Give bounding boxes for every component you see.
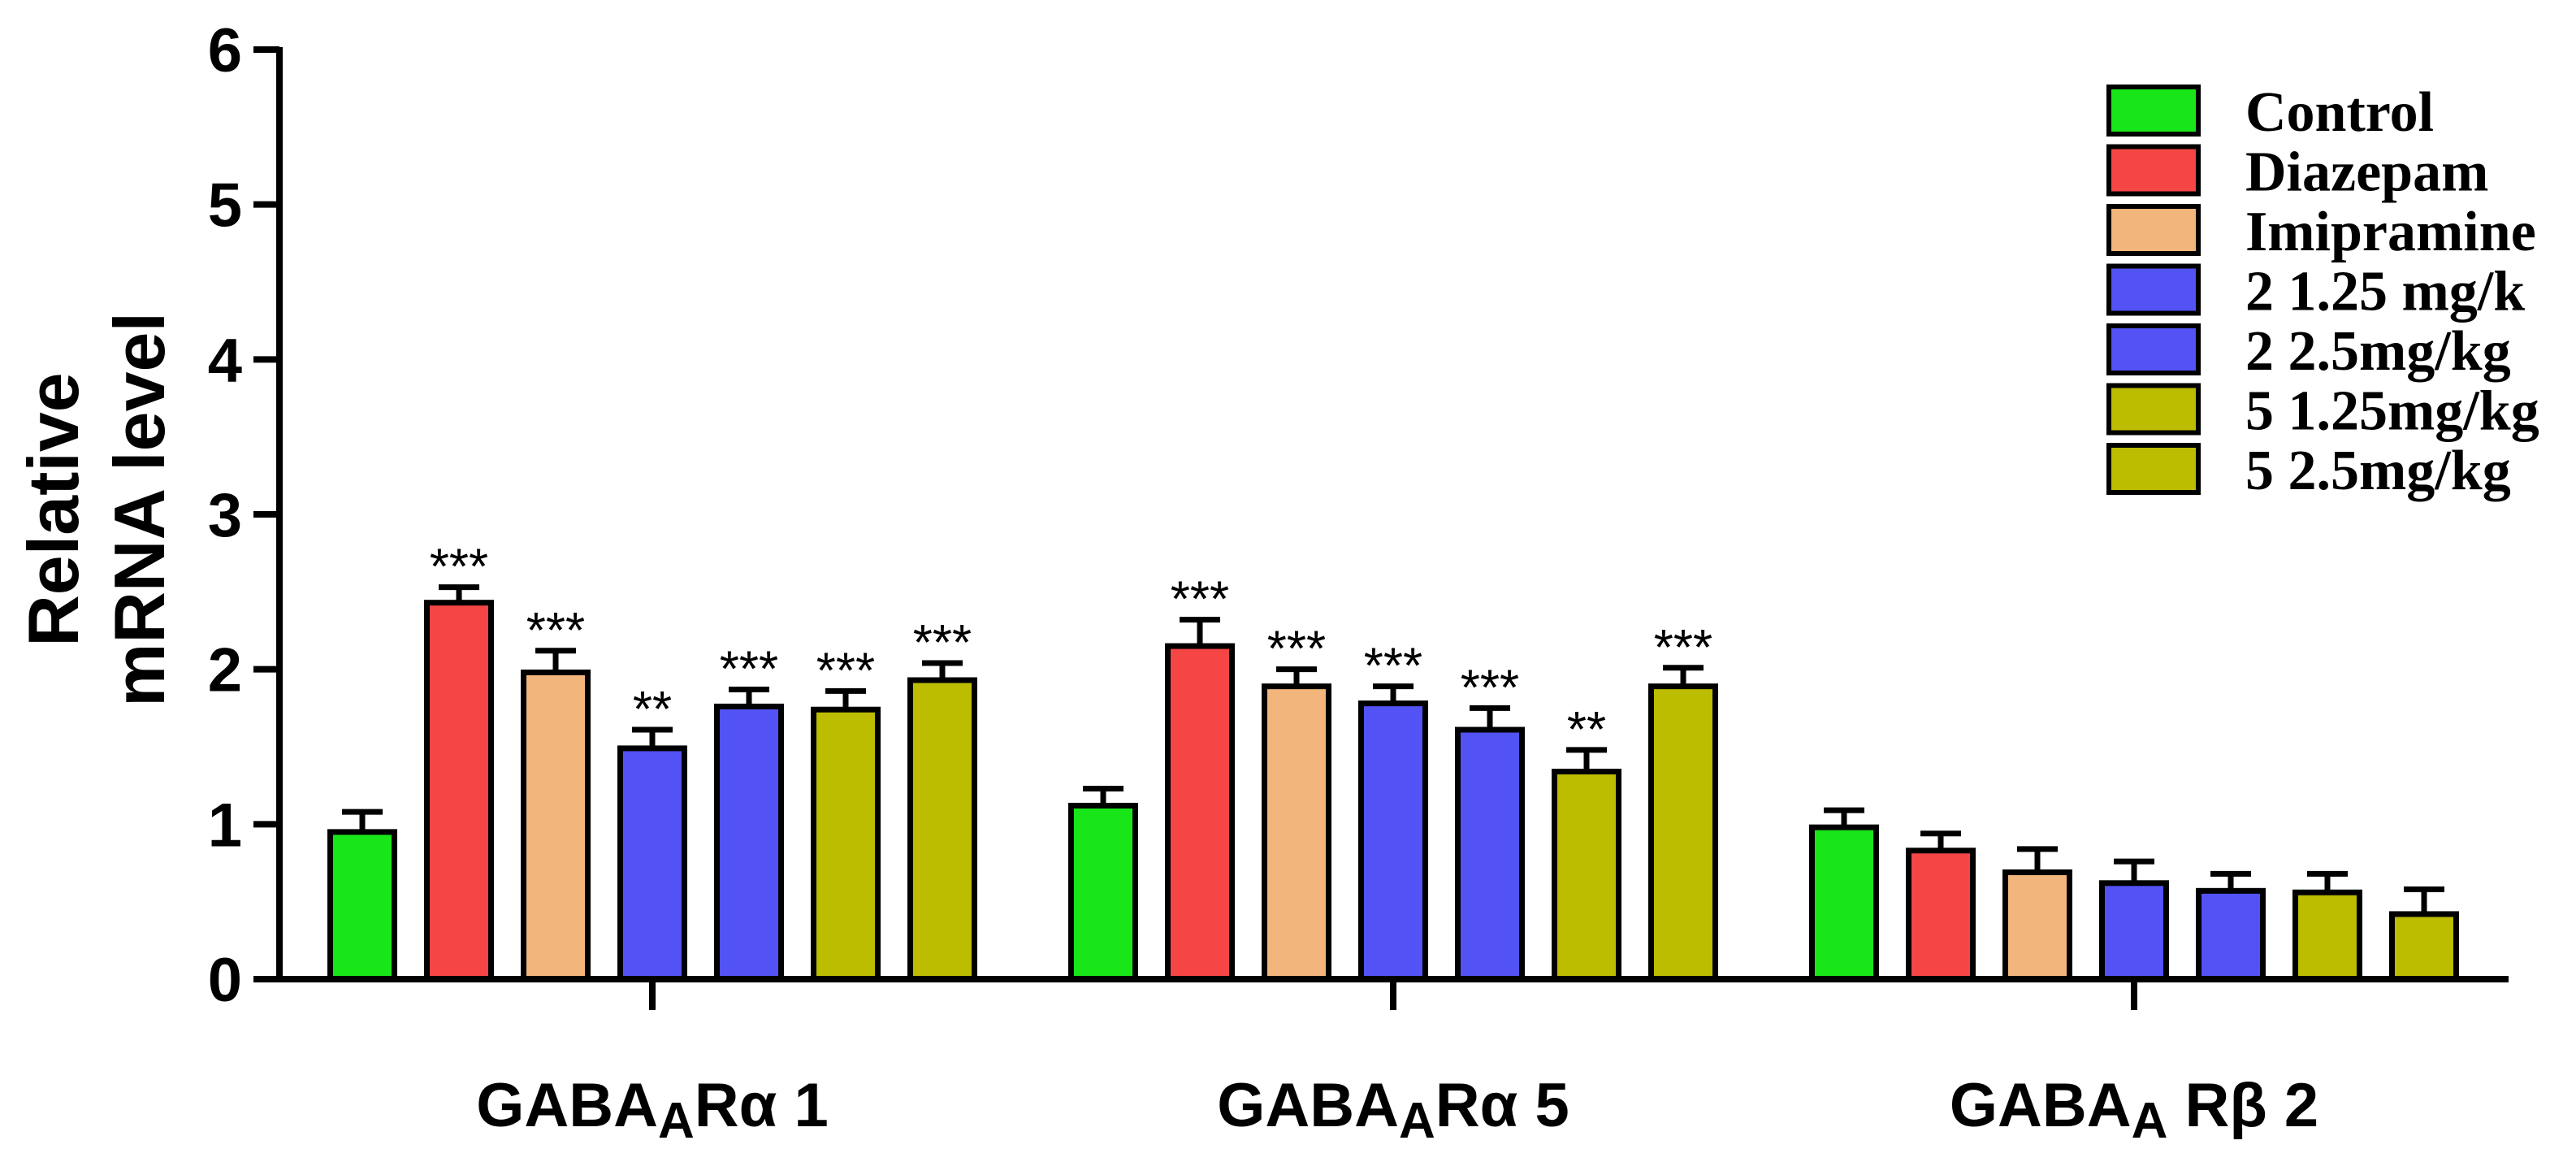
bar-s0-c0 [327, 829, 397, 982]
significance-label-s1-c1: *** [1171, 572, 1229, 628]
significance-label-s6-c0: *** [913, 615, 972, 671]
legend-label: Diazepam [2245, 141, 2488, 204]
axes: 0 1 2 3 4 5 6 [208, 16, 2509, 1015]
x-category-label-suffix: Rα 5 [1435, 1071, 1569, 1140]
bar-s6-c2 [2389, 911, 2459, 982]
legend-swatch [2106, 144, 2201, 197]
error-bars [342, 584, 2444, 914]
significance-markers: ********* *********** *********** *** [430, 540, 1712, 758]
significance-label-s5-c0: *** [816, 643, 875, 699]
bar-s5-c0 [811, 706, 881, 982]
y-tick-label: 5 [208, 171, 242, 241]
bar-s6-c1 [1648, 683, 1718, 982]
bar-s0-c1 [1068, 802, 1138, 982]
legend-item: Control [2106, 81, 2434, 144]
x-axis-category-labels: GABAARα 1 GABAARα 5 GABAA Rβ 2 [476, 1071, 2318, 1149]
bar-s4-c0 [714, 703, 784, 982]
legend-label: 2 1.25 mg/k [2245, 261, 2525, 323]
significance-label-s4-c1: *** [1461, 660, 1519, 716]
bar-s3-c2 [2099, 880, 2169, 982]
bar-s2-c0 [521, 669, 591, 982]
significance-label-s4-c0: *** [720, 641, 778, 697]
bar-s5-c2 [2292, 889, 2362, 982]
x-category-label-suffix: Rα 1 [695, 1071, 829, 1140]
bar-s2-c1 [1262, 683, 1331, 982]
x-category-label: GABAA Rβ 2 [1950, 1071, 2318, 1149]
legend-item: 5 1.25mg/kg [2106, 380, 2539, 443]
x-category-label: GABAARα 5 [1217, 1071, 1569, 1149]
legend-label: 2 2.5mg/kg [2245, 320, 2511, 383]
x-category-label-suffix: Rβ 2 [2167, 1071, 2318, 1140]
significance-label-s3-c0: ** [633, 682, 672, 738]
legend-swatch [2106, 85, 2201, 137]
significance-label-s2-c1: *** [1267, 622, 1326, 678]
y-axis-title: Relative mRNA level [13, 312, 180, 707]
bar-s1-c1 [1165, 643, 1235, 982]
y-axis-title-line-1: Relative [13, 372, 93, 647]
legend-swatch [2106, 323, 2201, 375]
legend-item: 2 1.25 mg/k [2106, 261, 2525, 323]
bar-s3-c1 [1358, 700, 1428, 982]
legend-item: Diazepam [2106, 141, 2488, 204]
x-category-label-subscript: A [2132, 1093, 2168, 1149]
bar-s0-c2 [1809, 824, 1879, 982]
bar-s6-c0 [907, 677, 977, 982]
x-category-label-prefix: GABA [1950, 1071, 2132, 1140]
y-tick-label: 6 [208, 16, 242, 85]
legend-label: 5 2.5mg/kg [2245, 440, 2511, 502]
x-category-label-subscript: A [658, 1093, 695, 1149]
significance-label-s2-c0: *** [526, 603, 585, 659]
y-tick-label: 1 [208, 791, 242, 860]
significance-label-s1-c0: *** [430, 540, 488, 596]
legend-item: Imipramine [2106, 201, 2536, 263]
significance-label-s6-c1: *** [1654, 620, 1712, 676]
y-axis-title-line-2: mRNA level [99, 312, 180, 707]
legend-swatch [2106, 443, 2201, 495]
x-category-label: GABAARα 1 [476, 1071, 829, 1149]
y-tick-label: 4 [208, 326, 242, 395]
bar-s4-c2 [2196, 887, 2266, 982]
bar-s4-c1 [1455, 726, 1525, 982]
bar-s3-c0 [617, 745, 687, 982]
bar-s2-c2 [2002, 869, 2072, 982]
legend-item: 2 2.5mg/kg [2106, 320, 2511, 383]
y-tick-label: 2 [208, 636, 242, 705]
x-category-label-prefix: GABA [476, 1071, 658, 1140]
x-category-label-prefix: GABA [1217, 1071, 1399, 1140]
bar-s5-c1 [1552, 769, 1621, 982]
bar-s1-c0 [424, 600, 494, 982]
legend-label: 5 1.25mg/kg [2245, 380, 2539, 443]
y-tick-label: 3 [208, 481, 242, 550]
legend-item: 5 2.5mg/kg [2106, 440, 2511, 502]
legend-swatch [2106, 263, 2201, 316]
significance-label-s5-c1: ** [1567, 702, 1606, 758]
legend-swatch [2106, 383, 2201, 436]
y-tick-label: 0 [208, 946, 242, 1015]
legend-label: Imipramine [2245, 201, 2536, 263]
legend-label: Control [2245, 81, 2434, 144]
significance-label-s3-c1: *** [1364, 639, 1422, 695]
bar-s1-c2 [1906, 848, 1976, 982]
legend-swatch [2106, 204, 2201, 256]
x-category-label-subscript: A [1399, 1093, 1435, 1149]
